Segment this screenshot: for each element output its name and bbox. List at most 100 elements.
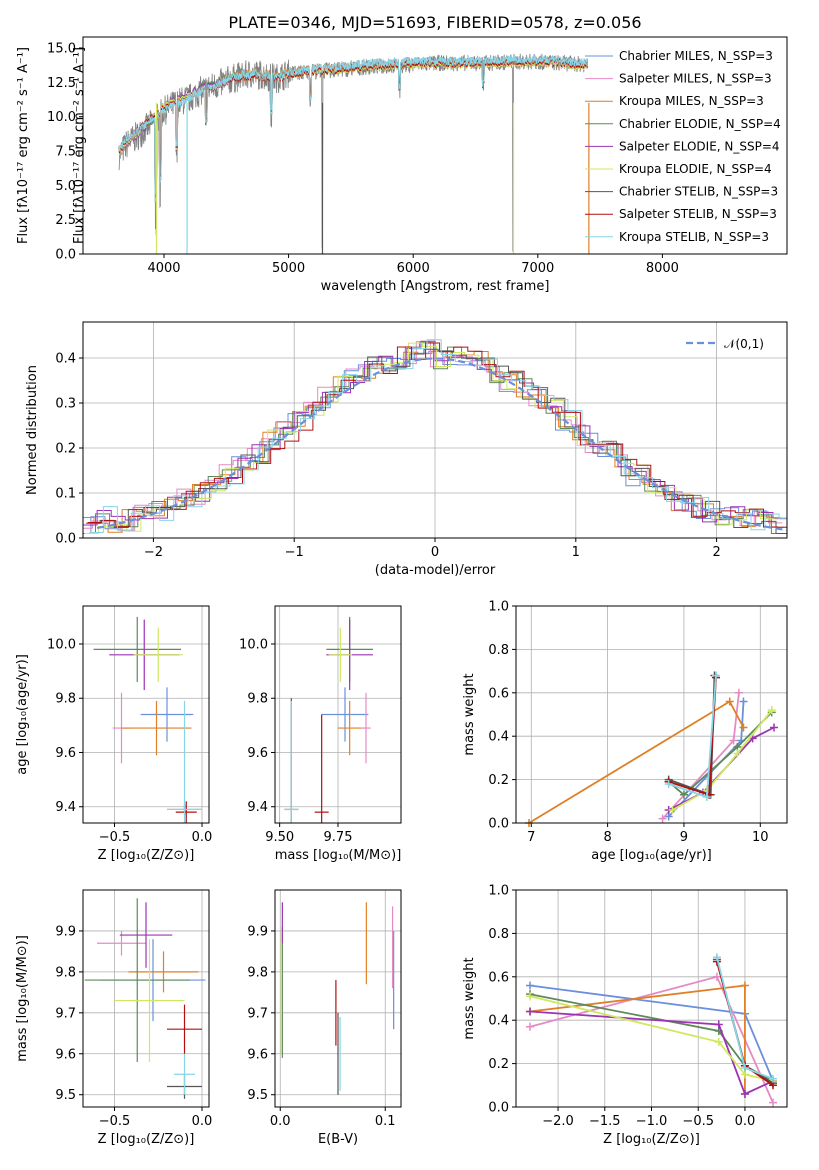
model-spectrum-salpeter_stelib: [118, 56, 588, 200]
y-tick-label: 5.0: [55, 179, 76, 194]
legend-entry-chabrier_stelib: Chabrier STELIB, N_SSP=3: [619, 185, 778, 199]
spectrum-plot-area: [118, 53, 590, 254]
weight-marker-kroupa_miles: [740, 981, 749, 990]
y-tick-label: 0.4: [488, 730, 509, 745]
x-tick-label: 8: [603, 830, 611, 845]
y-tick-label: 0.1: [55, 487, 76, 502]
x-axis-label: Z [log₁₀(Z/Z⊙)]: [603, 1132, 700, 1147]
figure-title: PLATE=0346, MJD=51693, FIBERID=0578, z=0…: [228, 13, 641, 32]
x-tick-label: −0.5: [99, 1114, 131, 1129]
y-tick-label: 10.0: [47, 637, 76, 652]
axes-frame: [515, 889, 788, 1108]
age-vs-Z-panel: −0.5 0.0 9.4 9.6 9.8 10.0 Z [log₁₀(Z/Z⊙)] age […: [15, 605, 213, 863]
weight-marker-kroupa_elodie: [733, 749, 742, 758]
weight-marker-salpeter_elodie: [714, 1020, 723, 1029]
y-tick-label: 9.4: [55, 800, 76, 815]
histogram-plot-area: [83, 339, 787, 534]
x-tick-label: 0.0: [192, 830, 213, 845]
model-spectrum-chabrier_miles: [118, 54, 588, 203]
y-axis-label: Flux [fλ10⁻¹⁷ erg cm⁻² s⁻¹ A⁻¹]: [72, 47, 87, 244]
x-axis-label: Z [log₁₀(Z/Z⊙)]: [98, 848, 195, 863]
weight-line-kroupa_elodie: [529, 995, 774, 1082]
residuals-panel: −2 −1 0 1 2 0.0 0.1 0.2 0.3 0.4 (data-model)/error…: [25, 321, 788, 578]
legend-entry-salpeter_miles: Salpeter MILES, N_SSP=3: [619, 72, 772, 86]
axes-frame: [82, 321, 788, 539]
x-tick-label: 4000: [147, 261, 180, 276]
mass-vs-ebv-panel: 0.0 0.1 9.5 9.6 9.7 9.8 9.9 E(B-V): [247, 889, 402, 1147]
y-axis-label: mass weight: [462, 673, 477, 755]
x-tick-label: 0.0: [270, 1114, 291, 1129]
legend-entry-salpeter_stelib: Salpeter STELIB, N_SSP=3: [619, 207, 777, 221]
y-tick-label: 0.6: [488, 970, 509, 985]
legend-entry-chabrier_elodie: Chabrier ELODIE, N_SSP=4: [619, 117, 781, 131]
y-axis-label: mass weight: [462, 957, 477, 1039]
y-tick-label: 0.2: [488, 1057, 509, 1072]
axes-frame: [82, 36, 788, 255]
y-tick-label: 9.7: [247, 1006, 268, 1021]
x-axis-label: age [log₁₀(age/yr)]: [591, 848, 712, 863]
y-tick-label: 7.5: [55, 144, 76, 159]
weight-marker-salpeter_miles: [526, 1022, 535, 1031]
weight-marker-salpeter_miles: [712, 972, 721, 981]
x-tick-label: 7000: [521, 261, 554, 276]
legend-normal-label: 𝒩(0,1): [724, 337, 764, 351]
x-tick-label: 7: [527, 830, 535, 845]
histogram-step-kroupa_elodie: [84, 342, 787, 534]
normal-distribution-curve: [96, 357, 787, 532]
axes-frame: [274, 605, 402, 824]
x-tick-label: 0.0: [735, 1114, 756, 1129]
axes-frame: [82, 605, 210, 824]
y-tick-label: 9.5: [55, 1088, 76, 1103]
weight-marker-chabrier_elodie: [679, 790, 688, 799]
y-tick-label: 0.0: [55, 248, 76, 263]
y-tick-label: 0.6: [488, 686, 509, 701]
legend-entry-chabrier_miles: Chabrier MILES, N_SSP=3: [619, 49, 773, 63]
x-tick-label: 10: [752, 830, 769, 845]
y-tick-label: 0.4: [55, 352, 76, 367]
y-tick-label: 9.6: [247, 746, 268, 761]
weight-marker-kroupa_stelib: [712, 671, 721, 680]
x-tick-label: −1.5: [589, 1114, 621, 1129]
legend-entry-salpeter_elodie: Salpeter ELODIE, N_SSP=4: [619, 139, 780, 153]
x-tick-label: 6000: [397, 261, 430, 276]
y-tick-label: 2.5: [55, 213, 76, 228]
y-tick-label: 0.0: [488, 1101, 509, 1116]
weight-marker-kroupa_elodie: [526, 992, 535, 1001]
weight-vs-Z-panel: −2.0 −1.5 −1.0 −0.5 0.0 0.0 0.2 0.4 0.6 0.8 1.0 Z […: [462, 884, 788, 1147]
weight-marker-kroupa_stelib: [740, 1063, 749, 1072]
weight-marker-chabrier_miles: [739, 697, 748, 706]
y-tick-label: 0.2: [55, 442, 76, 457]
weight-vs-age-panel: 7 8 9 10 0.0 0.2 0.4 0.6 0.8 1.0 age [log₁₀(age/yr…: [462, 600, 788, 863]
mass-vs-Z-panel: −0.5 0.0 9.5 9.6 9.7 9.8 9.9 Z [log₁₀(Z/Z⊙)] mas…: [15, 889, 213, 1147]
histogram-step-kroupa_stelib: [89, 339, 787, 533]
weight-marker-salpeter_elodie: [740, 1089, 749, 1098]
model-spectrum-kroupa_stelib: [118, 54, 588, 202]
y-tick-label: 9.6: [247, 1047, 268, 1062]
weight-marker-salpeter_miles: [658, 814, 667, 823]
y-tick-label: 9.4: [247, 800, 268, 815]
weight-marker-salpeter_miles: [734, 688, 743, 697]
y-axis-label: Normed distribution: [25, 365, 40, 495]
legend: Chabrier MILES, N_SSP=3 Salpeter MILES, N…: [585, 49, 781, 244]
x-tick-label: −0.5: [99, 830, 131, 845]
x-tick-label: −2.0: [542, 1114, 574, 1129]
y-tick-label: 0.0: [488, 817, 509, 832]
x-tick-label: 5000: [272, 261, 305, 276]
weight-marker-kroupa_elodie: [714, 1037, 723, 1046]
x-tick-label: −0.5: [682, 1114, 714, 1129]
y-tick-label: 9.6: [55, 1047, 76, 1062]
x-axis-label: Z [log₁₀(Z/Z⊙)]: [98, 1132, 195, 1147]
x-axis-label: mass [log₁₀(M/M⊙)]: [275, 848, 402, 863]
histogram-step-kroupa_miles: [83, 350, 784, 533]
y-tick-label: 9.5: [247, 1088, 268, 1103]
y-tick-label: 0.2: [488, 773, 509, 788]
x-tick-label: 9.75: [324, 830, 353, 845]
y-axis-label: age [log₁₀(age/yr)]: [15, 654, 30, 775]
x-tick-label: −1: [285, 545, 304, 560]
model-spectrum-kroupa_miles: [118, 55, 588, 203]
histogram-step-salpeter_stelib: [87, 342, 787, 528]
x-tick-label: 0.0: [192, 1114, 213, 1129]
weight-marker-kroupa_stelib: [702, 792, 711, 801]
y-tick-label: 10.0: [239, 637, 268, 652]
